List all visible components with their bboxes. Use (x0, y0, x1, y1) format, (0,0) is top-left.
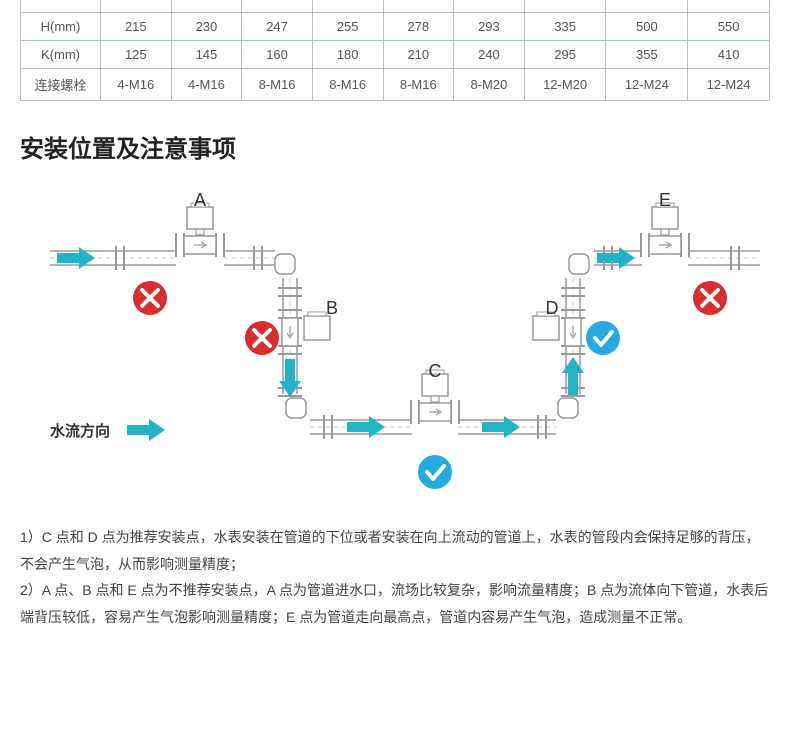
row-label: H(mm) (21, 13, 101, 41)
cell: 125 (101, 41, 172, 69)
table-row: H(mm) 215 230 247 255 278 293 335 500 55… (21, 13, 770, 41)
cell: 247 (242, 13, 313, 41)
cell: 4-M16 (101, 69, 172, 101)
svg-text:A: A (194, 190, 206, 210)
section-title: 安装位置及注意事项 (20, 129, 770, 164)
svg-text:E: E (659, 190, 671, 210)
cell: 240 (454, 41, 525, 69)
cell: 12-M24 (688, 69, 770, 101)
svg-text:B: B (326, 298, 338, 318)
spec-table: H(mm) 215 230 247 255 278 293 335 500 55… (20, 0, 770, 101)
cell: 4-M16 (171, 69, 242, 101)
cell: 8-M16 (383, 69, 454, 101)
cell: 293 (454, 13, 525, 41)
row-label: K(mm) (21, 41, 101, 69)
cell: 550 (688, 13, 770, 41)
cell: 8-M16 (242, 69, 313, 101)
cell: 410 (688, 41, 770, 69)
cell: 500 (606, 13, 688, 41)
cell: 160 (242, 41, 313, 69)
svg-text:C: C (429, 361, 442, 381)
table-row-cut (21, 0, 770, 13)
cell: 230 (171, 13, 242, 41)
flow-direction-label: 水流方向 (50, 420, 110, 441)
cell: 145 (171, 41, 242, 69)
row-label: 连接螺栓 (21, 69, 101, 101)
note-line: 1）C 点和 D 点为推荐安装点，水表安装在管道的下位或者安装在向上流动的管道上… (20, 524, 770, 577)
cell: 355 (606, 41, 688, 69)
installation-diagram: A B C D E 水流方向 (20, 182, 770, 502)
table-row: K(mm) 125 145 160 180 210 240 295 355 41… (21, 41, 770, 69)
svg-text:D: D (546, 298, 559, 318)
cell: 335 (524, 13, 606, 41)
note-line: 2）A 点、B 点和 E 点为不推荐安装点，A 点为管道进水口，流场比较复杂，影… (20, 577, 770, 630)
cell: 8-M20 (454, 69, 525, 101)
table-row: 连接螺栓 4-M16 4-M16 8-M16 8-M16 8-M16 8-M20… (21, 69, 770, 101)
notes: 1）C 点和 D 点为推荐安装点，水表安装在管道的下位或者安装在向上流动的管道上… (20, 524, 770, 630)
cell: 12-M20 (524, 69, 606, 101)
cell: 255 (312, 13, 383, 41)
cell: 180 (312, 41, 383, 69)
cell: 215 (101, 13, 172, 41)
cell: 278 (383, 13, 454, 41)
cell: 295 (524, 41, 606, 69)
cell: 8-M16 (312, 69, 383, 101)
cell: 210 (383, 41, 454, 69)
cell: 12-M24 (606, 69, 688, 101)
